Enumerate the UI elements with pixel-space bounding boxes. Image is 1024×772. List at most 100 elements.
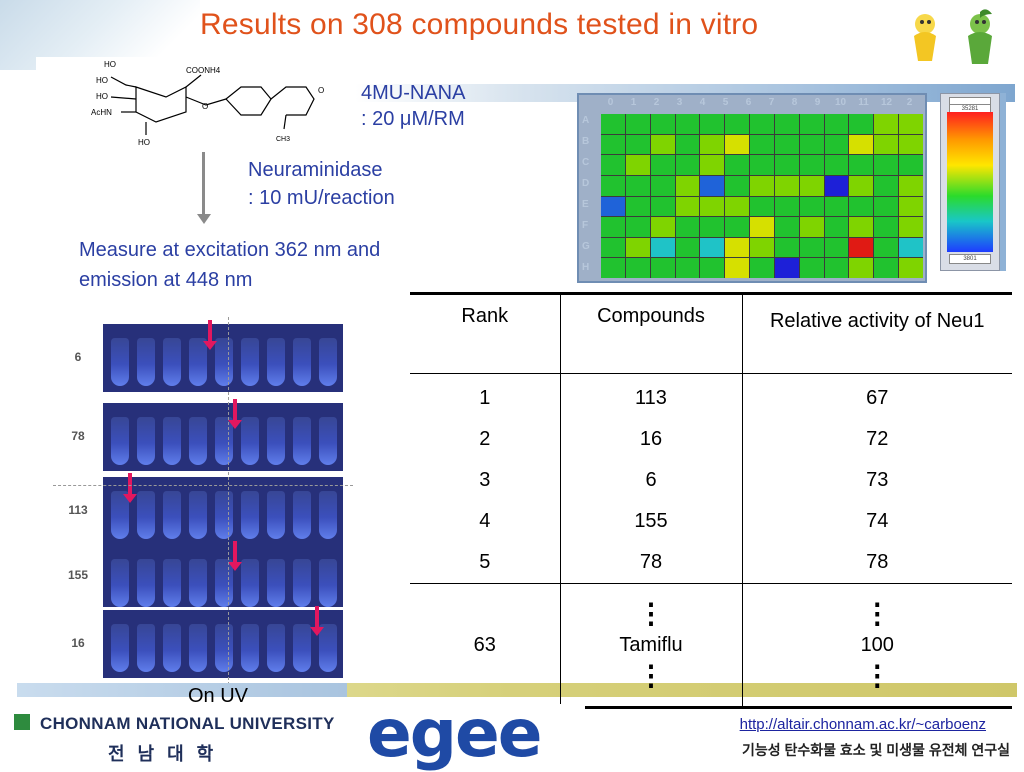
- uv-tube: [267, 559, 285, 607]
- uv-tube: [267, 417, 285, 465]
- plate-well: [725, 217, 750, 237]
- cell-activity: 74: [866, 510, 889, 532]
- plate-well: [799, 237, 824, 258]
- plate-well: [750, 175, 774, 196]
- structure-drawing: HO HO HO AcHN HO COONH4 O O CH3: [91, 60, 324, 147]
- plate-well: [675, 217, 700, 237]
- plate-well: [725, 114, 750, 134]
- table-row: 2 16 72: [410, 419, 1012, 460]
- plate-well: [725, 134, 750, 155]
- ellipsis-bottom: ⋮: [637, 660, 665, 691]
- uv-tube: [137, 491, 155, 539]
- table-row: 5 78 78: [410, 542, 1012, 584]
- plate-well: [725, 155, 750, 175]
- red-arrow-icon: [228, 541, 242, 571]
- plate-well: [675, 175, 700, 196]
- plate-well: [601, 196, 625, 217]
- plate-well: [824, 114, 849, 134]
- plate-well: [899, 217, 923, 237]
- footer-lab: 기능성 탄수화물 효소 및 미생물 유전체 연구실: [741, 742, 1010, 758]
- uv-tube: [293, 417, 311, 465]
- uv-tube: [241, 624, 259, 672]
- plate-well: [725, 237, 750, 258]
- color-scale: 35281 3801: [940, 93, 1000, 271]
- cell-rank-63: 63: [410, 583, 561, 708]
- cell-compound: 6: [560, 460, 743, 501]
- cell-activity-100: ⋮ 100 ⋮: [742, 584, 1012, 708]
- label-achn: AcHN: [91, 108, 112, 117]
- plate-well: [874, 217, 899, 237]
- substrate-block: 4MU-NANA : 20 μM/RM: [361, 80, 465, 132]
- plate-well: [774, 114, 799, 134]
- plate-well: [700, 175, 725, 196]
- plate-row-label: C: [582, 157, 590, 168]
- plate-well: [601, 155, 625, 175]
- plate-well: [750, 134, 774, 155]
- uv-tube: [319, 338, 337, 386]
- plate-well: [700, 217, 725, 237]
- plate-well: [824, 155, 849, 175]
- substrate-conc: : 20 μM/RM: [361, 108, 465, 130]
- cell-compound: 16: [560, 419, 743, 460]
- process-arrow: [202, 152, 205, 218]
- footer-url[interactable]: http://altair.chonnam.ac.kr/~carboenz: [739, 716, 986, 733]
- plate-well: [650, 175, 675, 196]
- uv-tube: [293, 559, 311, 607]
- uv-caption: On UV: [188, 685, 249, 707]
- plate-grid: [601, 114, 923, 278]
- plate-col-label: 5: [722, 97, 729, 108]
- plate-well: [774, 155, 799, 175]
- uv-tube: [215, 624, 233, 672]
- uv-tube: [137, 559, 155, 607]
- plate-col-label: 12: [880, 97, 893, 108]
- plate-well: [750, 258, 774, 278]
- plate-well: [601, 217, 625, 237]
- uv-tube: [163, 417, 181, 465]
- plate-well: [824, 258, 849, 278]
- uv-tube: [319, 491, 337, 539]
- uv-tube: [137, 624, 155, 672]
- uv-strip: [103, 324, 343, 392]
- plate-column-header: 0 1 2 3 4 5 6 7 8 9 10 11 12 2: [599, 97, 921, 111]
- uv-tube: [163, 338, 181, 386]
- plate-well: [799, 134, 824, 155]
- plate-well: [799, 196, 824, 217]
- red-arrow-icon: [310, 606, 324, 636]
- plate-well: [874, 196, 899, 217]
- plate-well: [675, 134, 700, 155]
- enzyme-name: Neuraminidase: [248, 159, 383, 181]
- plate-well: [700, 134, 725, 155]
- plate-col-label: 11: [858, 97, 869, 108]
- uv-tube: [293, 491, 311, 539]
- plate-well: [799, 217, 824, 237]
- plate-well: [849, 258, 874, 278]
- plate-row-label: D: [582, 178, 590, 189]
- plate-well: [750, 217, 774, 237]
- uv-tube: [267, 491, 285, 539]
- plate-well: [849, 196, 874, 217]
- uv-tube: [163, 624, 181, 672]
- uv-tube: [189, 624, 207, 672]
- red-arrow-icon: [123, 473, 137, 503]
- arrow-head: [197, 214, 211, 224]
- uv-divider: [228, 317, 230, 685]
- cell-rank: 1: [410, 373, 561, 419]
- plate-well: [799, 175, 824, 196]
- uv-strip: [103, 403, 343, 471]
- measure-text: Measure at excitation 362 nm and emissio…: [79, 235, 380, 295]
- uv-tube: [111, 491, 129, 539]
- plate-well: [601, 237, 625, 258]
- uv-tube: [215, 338, 233, 386]
- egee-logo: egee: [367, 701, 585, 768]
- cell-tamiflu: ⋮ Tamiflu ⋮: [560, 583, 743, 708]
- university-korean: 전 남 대 학 교: [108, 744, 218, 764]
- uv-tube: [189, 491, 207, 539]
- red-arrow-icon: [228, 399, 242, 429]
- plate-well: [725, 175, 750, 196]
- label-ho-1: HO: [104, 60, 116, 69]
- plate-well: [899, 196, 923, 217]
- cell-rank: 2: [410, 419, 561, 460]
- plate-well: [625, 217, 650, 237]
- plate-well: [774, 217, 799, 237]
